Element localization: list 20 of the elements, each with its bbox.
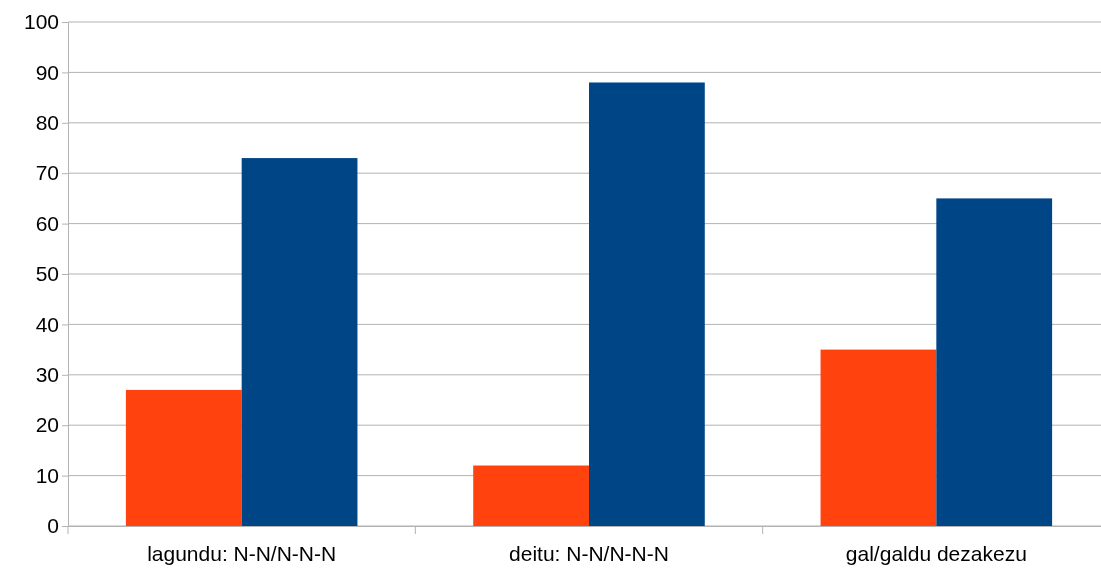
x-tick-label: lagundu: N-N/N-N-N [147,541,337,565]
bar [820,349,937,526]
y-tick-label: 70 [35,161,59,185]
bar [125,389,242,526]
bar [589,82,705,526]
y-tick-label: 80 [35,111,59,135]
x-tick-label: deitu: N-N/N-N-N [509,541,669,565]
y-tick-label: 0 [47,514,59,538]
y-tick-label: 10 [35,463,59,487]
y-tick-label: 60 [35,211,59,235]
y-tick-label: 20 [35,413,59,437]
bar [241,158,358,526]
x-tick-label: gal/galdu dezakezu [845,541,1027,565]
y-tick-label: 90 [35,60,59,84]
bar [936,198,1053,526]
y-tick-label: 100 [23,10,59,34]
y-tick-label: 50 [35,262,59,286]
bar [473,465,589,526]
y-tick-label: 30 [35,363,59,387]
y-tick-label: 40 [35,312,59,336]
